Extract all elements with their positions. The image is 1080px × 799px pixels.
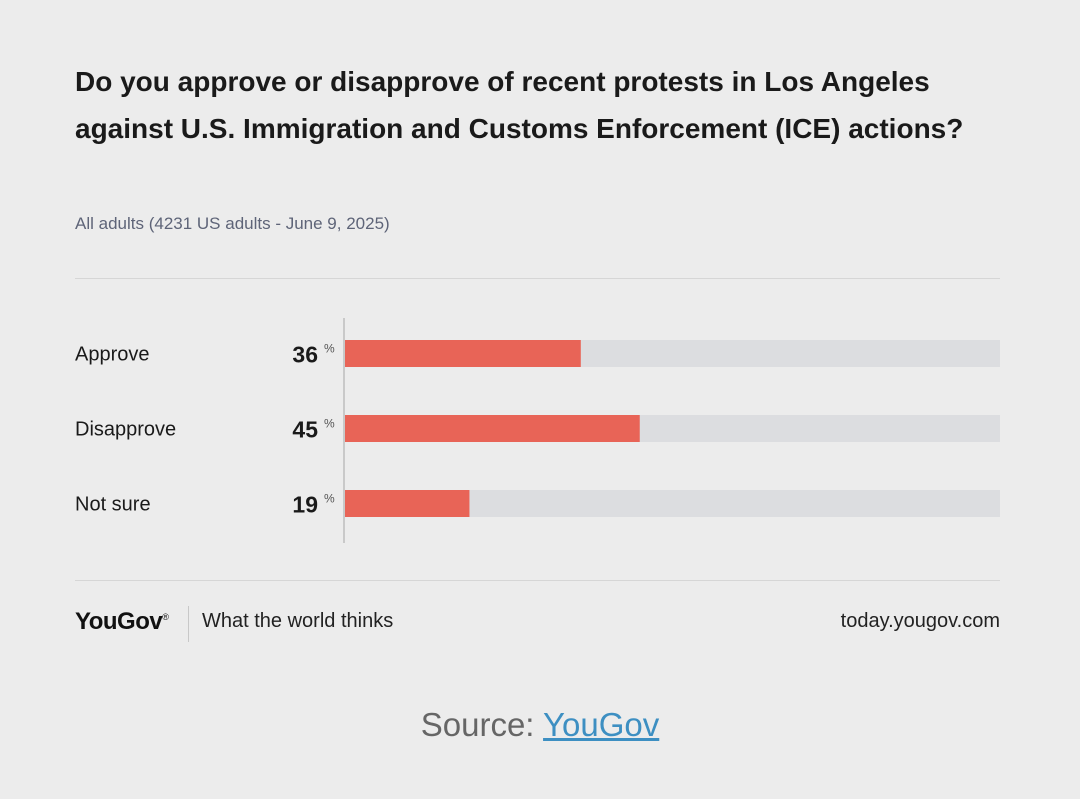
source-line: Source: YouGov <box>0 706 1080 744</box>
source-link[interactable]: YouGov <box>543 706 660 743</box>
unit-label: % <box>324 492 335 506</box>
unit-label: % <box>324 417 335 431</box>
bar-disapprove <box>345 415 640 442</box>
top-divider <box>75 278 1000 279</box>
chart-title: Do you approve or disapprove of recent p… <box>75 66 964 144</box>
bar-not-sure <box>345 490 470 517</box>
data-label: 45 <box>292 417 318 443</box>
data-label: 19 <box>292 492 318 518</box>
category-label: Not sure <box>75 494 151 516</box>
footer-tagline: What the world thinks <box>202 610 394 632</box>
chart-subtitle: All adults (4231 US adults - June 9, 202… <box>75 214 390 233</box>
category-label: Disapprove <box>75 419 176 441</box>
data-label: 36 <box>292 342 318 368</box>
bar-chart: Approve 36 % Disapprove 45 % Not sure 19% <box>75 318 1000 543</box>
category-label: Approve <box>75 344 150 366</box>
footer-url[interactable]: today.yougov.com <box>840 610 1000 632</box>
bar-approve <box>345 340 581 367</box>
unit-label: % <box>324 342 335 356</box>
yougov-logo: YouGov® <box>75 608 169 635</box>
source-prefix: Source: <box>420 706 544 743</box>
bottom-divider <box>75 580 1000 581</box>
chart-card: Do you approve or disapprove of recent p… <box>75 66 1000 642</box>
footer-separator <box>188 606 189 642</box>
